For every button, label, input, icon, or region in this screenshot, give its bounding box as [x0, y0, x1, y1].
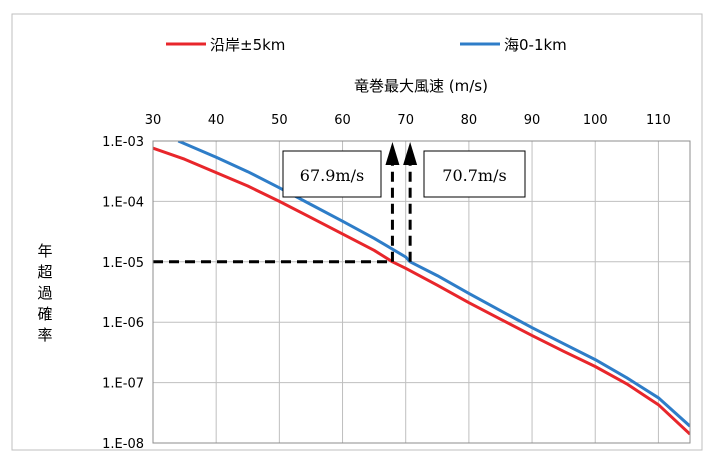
y-tick-label: 1.E-03	[102, 135, 144, 150]
y-axis-title-char: 確	[37, 305, 52, 323]
y-tick-label: 1.E-08	[102, 437, 144, 452]
x-tick-label: 70	[397, 113, 414, 128]
x-tick-label: 30	[145, 113, 162, 128]
y-tick-label: 1.E-07	[102, 377, 144, 392]
y-axis-title-char: 率	[37, 326, 52, 344]
x-tick-label: 100	[583, 113, 608, 128]
y-tick-label: 1.E-04	[102, 195, 144, 210]
y-axis-title-char: 年	[37, 242, 52, 260]
y-axis-title-char: 超	[37, 263, 52, 281]
x-tick-label: 80	[461, 113, 478, 128]
legend-label-sea: 海0-1km	[504, 36, 567, 54]
annotation-label-1: 67.9m/s	[300, 166, 364, 185]
y-axis-title-char: 過	[37, 284, 52, 302]
x-tick-label: 90	[524, 113, 541, 128]
x-axis-title: 竜巻最大風速 (m/s)	[354, 77, 488, 95]
y-tick-label: 1.E-06	[102, 316, 144, 331]
legend-label-coastal: 沿岸±5km	[210, 36, 285, 54]
y-tick-label: 1.E-05	[102, 256, 144, 271]
x-tick-label: 60	[334, 113, 351, 128]
x-tick-label: 110	[646, 113, 671, 128]
x-tick-label: 40	[208, 113, 225, 128]
x-tick-label: 50	[271, 113, 288, 128]
annotation-label-2: 70.7m/s	[442, 166, 506, 185]
